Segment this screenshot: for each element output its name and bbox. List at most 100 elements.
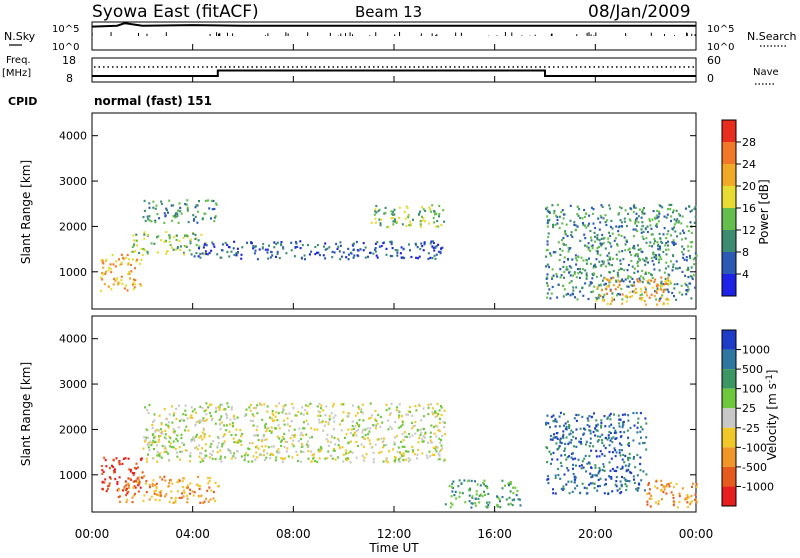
heatmap-cell <box>249 409 252 412</box>
heatmap-cell <box>294 414 297 417</box>
heatmap-cell <box>275 411 278 414</box>
heatmap-cell <box>136 477 139 480</box>
heatmap-cell <box>317 251 320 254</box>
heatmap-cell <box>610 437 613 440</box>
heatmap-cell <box>183 489 185 492</box>
heatmap-cell <box>181 492 184 495</box>
heatmap-cell <box>114 265 117 268</box>
heatmap-cell <box>322 254 325 257</box>
heatmap-cell <box>587 246 590 249</box>
heatmap-cell <box>552 223 554 226</box>
heatmap-cell <box>619 435 622 438</box>
heatmap-cell <box>470 479 473 482</box>
heatmap-cell <box>670 234 672 237</box>
heatmap-cell <box>220 415 223 418</box>
heatmap-cell <box>164 240 167 243</box>
heatmap-cell <box>599 477 602 480</box>
heatmap-cell <box>271 412 274 415</box>
heatmap-cell <box>684 282 687 285</box>
heatmap-cell <box>454 490 457 493</box>
heatmap-cell <box>582 259 585 262</box>
heatmap-cell <box>547 478 550 481</box>
heatmap-cell <box>186 494 189 497</box>
heatmap-cell <box>222 435 225 438</box>
heatmap-cell <box>474 480 476 483</box>
heatmap-cell <box>325 438 328 441</box>
heatmap-cell <box>294 433 297 436</box>
heatmap-cell <box>107 269 110 272</box>
heatmap-cell <box>210 442 213 445</box>
heatmap-cell <box>296 245 299 248</box>
heatmap-cell <box>603 465 605 468</box>
heatmap-cell <box>379 425 382 428</box>
heatmap-cell <box>410 255 413 259</box>
heatmap-cell <box>407 457 410 460</box>
heatmap-cell <box>355 434 358 437</box>
heatmap-cell <box>594 474 597 477</box>
heatmap-cell <box>429 208 432 211</box>
heatmap-cell <box>545 421 548 424</box>
range-tick-label: 4000 <box>59 130 87 143</box>
heatmap-cell <box>633 271 636 274</box>
heatmap-cell <box>338 250 341 253</box>
heatmap-cell <box>587 419 590 422</box>
heatmap-cell <box>115 457 118 460</box>
heatmap-cell <box>606 219 609 222</box>
heatmap-cell <box>557 283 560 286</box>
heatmap-cell <box>398 206 401 209</box>
heatmap-cell <box>184 449 187 452</box>
colorbar-swatch <box>722 486 736 506</box>
heatmap-cell <box>299 240 302 243</box>
heatmap-cell <box>562 485 565 488</box>
heatmap-cell <box>440 449 442 452</box>
heatmap-cell <box>550 254 553 257</box>
colorbar-tick-label: 25 <box>742 402 756 415</box>
heatmap-cell <box>644 263 647 266</box>
heatmap-cell <box>168 458 171 462</box>
heatmap-cell <box>432 413 435 416</box>
heatmap-cell <box>276 451 279 454</box>
heatmap-cell <box>407 460 410 463</box>
heatmap-cell <box>565 436 568 439</box>
heatmap-cell <box>330 412 333 415</box>
heatmap-cell <box>514 486 517 489</box>
heatmap-cell <box>146 443 149 446</box>
heatmap-cell <box>651 233 654 236</box>
heatmap-cell <box>635 212 638 215</box>
heatmap-cell <box>611 232 614 235</box>
heatmap-cell <box>556 458 559 461</box>
heatmap-cell <box>310 460 313 463</box>
heatmap-cell <box>372 424 375 427</box>
heatmap-cell <box>615 253 618 256</box>
heatmap-cell <box>675 220 678 223</box>
heatmap-cell <box>161 432 164 435</box>
heatmap-cell <box>619 262 622 265</box>
heatmap-cell <box>389 412 392 415</box>
heatmap-cell <box>219 417 222 420</box>
heatmap-cell <box>691 485 693 488</box>
heatmap-cell <box>218 408 221 411</box>
range-tick-label: 3000 <box>59 175 87 188</box>
heatmap-cell <box>159 491 162 494</box>
heatmap-cell <box>132 258 134 261</box>
heatmap-cell <box>401 432 404 436</box>
heatmap-cell <box>138 479 141 482</box>
heatmap-cell <box>603 492 606 495</box>
heatmap-cell <box>618 422 621 425</box>
heatmap-cell <box>160 489 163 493</box>
heatmap-cell <box>672 263 675 266</box>
heatmap-cell <box>608 475 610 478</box>
heatmap-cell <box>192 214 195 217</box>
heatmap-cell <box>205 413 208 416</box>
heatmap-cell <box>655 291 658 294</box>
heatmap-cell <box>552 488 554 491</box>
heatmap-cell <box>585 443 587 446</box>
heatmap-cell <box>613 298 616 301</box>
heatmap-cell <box>626 443 629 446</box>
heatmap-cell <box>185 203 188 206</box>
heatmap-cell <box>232 455 235 458</box>
heatmap-cell <box>153 419 156 422</box>
heatmap-cell <box>168 479 171 482</box>
velocity-panel-frame <box>91 315 697 513</box>
heatmap-cell <box>448 485 451 488</box>
